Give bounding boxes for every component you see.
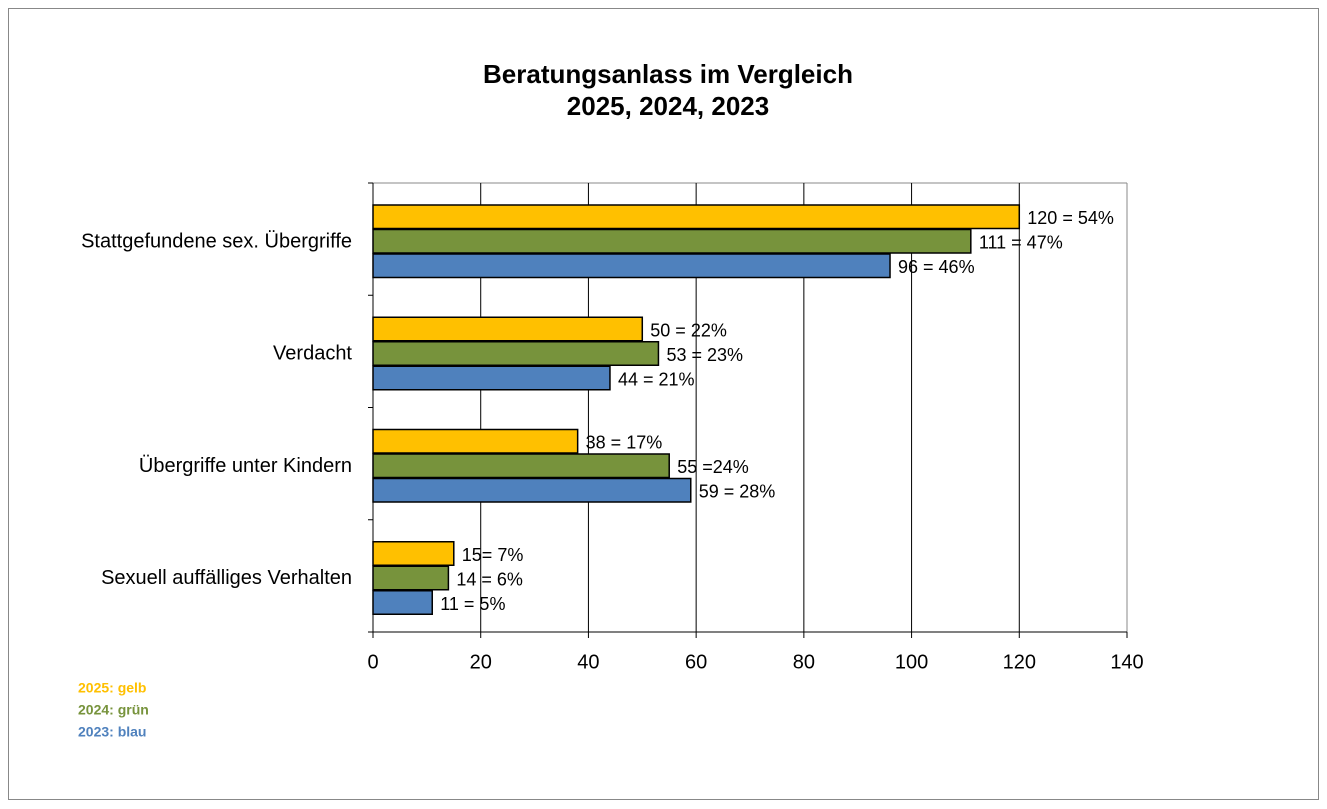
bar <box>372 204 1021 230</box>
x-tick-label: 140 <box>1110 651 1143 673</box>
data-label: 15= 7% <box>462 545 524 565</box>
bar <box>372 565 450 591</box>
y-tick-label: Stattgefundene sex. Übergriffe <box>81 230 352 252</box>
bar <box>372 541 455 566</box>
chart-title: 2025, 2024, 2023 <box>567 91 769 121</box>
x-tick-label: 60 <box>685 651 707 673</box>
chart-title: Beratungsanlass im Vergleich <box>483 59 853 89</box>
data-label: 11 = 5% <box>440 594 505 614</box>
y-tick-label: Verdacht <box>273 343 352 365</box>
data-label: 96 = 46% <box>898 257 975 277</box>
bar <box>372 228 972 254</box>
x-tick-label: 100 <box>895 651 928 673</box>
bar <box>372 453 670 479</box>
data-label: 38 = 17% <box>586 433 663 453</box>
legend-entry: 2023: blau <box>78 724 146 740</box>
data-label: 59 = 28% <box>699 482 776 502</box>
bar <box>372 365 611 391</box>
x-tick-label: 0 <box>367 651 378 673</box>
data-label: 55 =24% <box>677 457 749 477</box>
legend-entry: 2025: gelb <box>78 680 146 696</box>
y-tick-label: Übergriffe unter Kindern <box>139 455 352 477</box>
data-label: 50 = 22% <box>650 320 727 340</box>
data-label: 53 = 23% <box>666 345 743 365</box>
x-tick-label: 80 <box>793 651 815 673</box>
data-label: 111 = 47% <box>979 233 1063 253</box>
data-label: 14 = 6% <box>456 569 523 589</box>
bar <box>372 341 660 366</box>
frame <box>8 8 1319 800</box>
legend-entry: 2024: grün <box>78 702 149 718</box>
y-tick-label: Sexuell auffälliges Verhalten <box>101 567 352 589</box>
bar <box>372 428 579 454</box>
data-label: 44 = 21% <box>618 369 695 389</box>
bar <box>372 590 433 615</box>
bar <box>372 316 644 342</box>
bar <box>372 477 692 503</box>
data-label: 120 = 54% <box>1027 208 1114 228</box>
bar <box>372 253 891 279</box>
x-tick-label: 120 <box>1003 651 1036 673</box>
x-tick-label: 20 <box>470 651 492 673</box>
x-tick-label: 40 <box>577 651 599 673</box>
